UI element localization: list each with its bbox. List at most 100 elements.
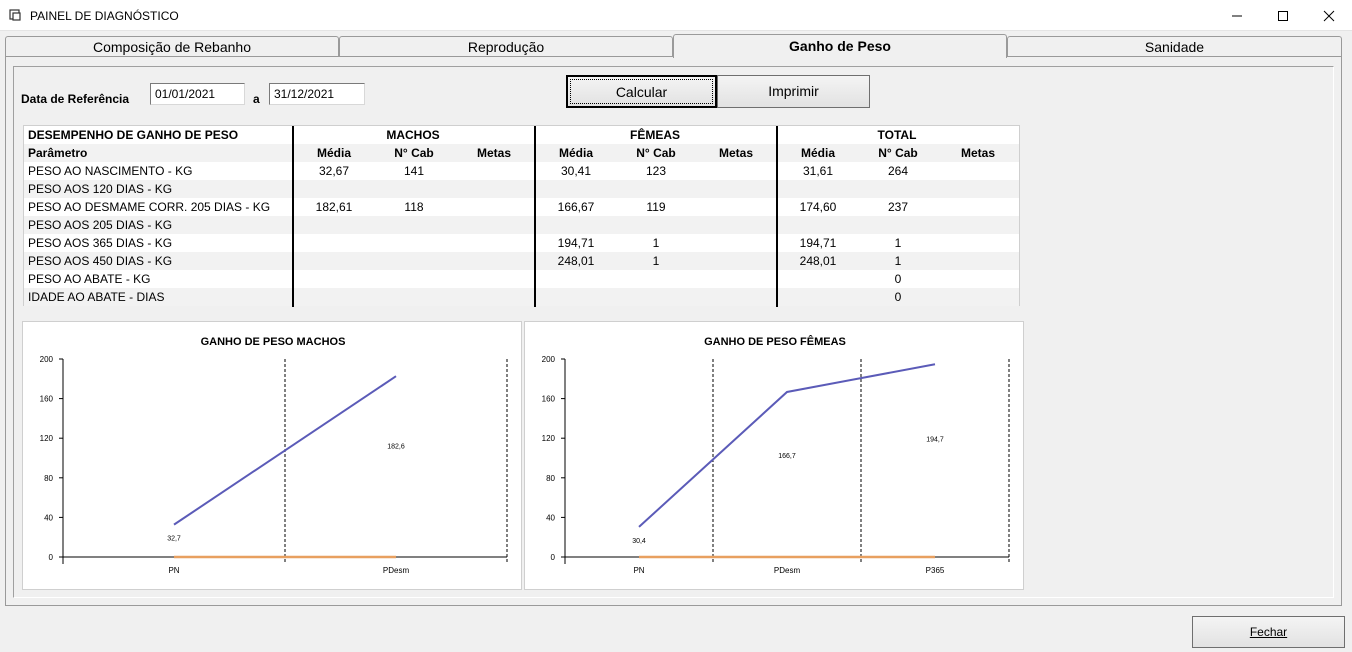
header-row-1: DESEMPENHO DE GANHO DE PESO MACHOS FÊMEA…: [24, 126, 1019, 144]
f-cab-cell: [616, 180, 696, 198]
m-media-cell: [294, 180, 374, 198]
y-tick-label: 120: [542, 434, 556, 443]
f-metas-cell: [696, 198, 776, 216]
x-tick-label: PDesm: [774, 566, 801, 575]
panel-frame: [13, 66, 1334, 598]
date-separator: a: [253, 92, 260, 106]
title-bar: PAINEL DE DIAGNÓSTICO: [0, 0, 1352, 31]
y-tick-label: 40: [546, 513, 555, 522]
y-tick-label: 120: [40, 434, 54, 443]
data-label: 182,6: [387, 444, 405, 451]
group-divider: [534, 126, 536, 307]
m-media-cell: 182,61: [315, 200, 353, 214]
t-cab-header: N° Cab: [878, 146, 918, 160]
table-row[interactable]: PESO AOS 450 DIAS - KG 248,01 1 248,01 1: [24, 252, 1019, 270]
x-tick-label: PN: [168, 566, 179, 575]
fechar-button[interactable]: Fechar: [1192, 616, 1345, 648]
table-row[interactable]: PESO AOS 205 DIAS - KG: [24, 216, 1019, 234]
t-metas-cell: [938, 180, 1018, 198]
y-tick-label: 0: [49, 553, 54, 562]
chart-machos: GANHO DE PESO MACHOS 200 160 120 80 40 0 PN PDes…: [22, 321, 522, 590]
date-from-field[interactable]: 01/01/2021: [150, 83, 245, 105]
chart-femeas-svg: GANHO DE PESO FÊMEAS 200 160 120 80 40 0 PN PDes…: [542, 335, 1010, 575]
t-media-cell: [778, 216, 858, 234]
t-metas-cell: [938, 216, 1018, 234]
f-cab-cell: 1: [652, 254, 660, 268]
f-metas-cell: [696, 162, 776, 180]
t-cab-cell: 1: [894, 236, 902, 250]
t-media-cell: [778, 288, 858, 306]
group-machos: MACHOS: [386, 128, 440, 142]
m-media-header: Média: [316, 146, 351, 160]
m-metas-cell: [454, 252, 534, 270]
data-label: 166,7: [778, 453, 796, 460]
param-cell: IDADE AO ABATE - DIAS: [28, 290, 165, 304]
maximize-button[interactable]: [1260, 0, 1306, 31]
m-metas-cell: [454, 270, 534, 288]
t-cab-cell: [858, 216, 938, 234]
y-tick-label: 80: [546, 474, 555, 483]
m-metas-cell: [454, 162, 534, 180]
group-divider: [776, 126, 778, 307]
m-metas-header: Metas: [476, 146, 511, 160]
f-media-cell: [536, 180, 616, 198]
f-cab-cell: 123: [645, 164, 667, 178]
t-metas-cell: [938, 198, 1018, 216]
maximize-icon: [1278, 10, 1288, 21]
tab-reproducao[interactable]: Reprodução: [339, 36, 673, 57]
group-total: TOTAL: [877, 128, 917, 142]
param-cell: PESO AOS 205 DIAS - KG: [28, 218, 173, 232]
m-cab-cell: [374, 270, 454, 288]
m-cab-cell: [374, 252, 454, 270]
y-tick-label: 40: [44, 513, 53, 522]
m-metas-cell: [454, 216, 534, 234]
tab-sanidade[interactable]: Sanidade: [1007, 36, 1342, 57]
f-cab-cell: [616, 270, 696, 288]
m-media-cell: 32,67: [318, 164, 350, 178]
t-cab-cell: 0: [894, 272, 902, 286]
close-button[interactable]: [1306, 0, 1352, 31]
m-metas-cell: [454, 180, 534, 198]
close-icon: [1323, 10, 1335, 21]
performance-grid[interactable]: DESEMPENHO DE GANHO DE PESO MACHOS FÊMEA…: [23, 125, 1020, 307]
t-metas-cell: [938, 234, 1018, 252]
footer-bar: [0, 607, 1352, 652]
m-media-cell: [294, 216, 374, 234]
f-metas-cell: [696, 270, 776, 288]
calcular-button[interactable]: Calcular: [566, 75, 717, 108]
t-cab-cell: 0: [894, 290, 902, 304]
table-row[interactable]: PESO AOS 120 DIAS - KG: [24, 180, 1019, 198]
date-to-field[interactable]: 31/12/2021: [269, 83, 365, 105]
table-row[interactable]: PESO AO NASCIMENTO - KG 32,67 141 30,41 123 3…: [24, 162, 1019, 180]
table-row[interactable]: PESO AOS 365 DIAS - KG 194,71 1 194,71 1: [24, 234, 1019, 252]
m-cab-cell: 141: [403, 164, 425, 178]
minimize-button[interactable]: [1214, 0, 1260, 31]
t-cab-cell: 237: [887, 200, 909, 214]
t-metas-cell: [938, 288, 1018, 306]
reference-date-label: Data de Referência: [21, 92, 130, 106]
m-media-cell: [294, 252, 374, 270]
m-metas-cell: [454, 198, 534, 216]
f-media-cell: 30,41: [560, 164, 592, 178]
table-row[interactable]: IDADE AO ABATE - DIAS 0: [24, 288, 1019, 306]
f-media-cell: 194,71: [557, 236, 595, 250]
table-row[interactable]: PESO AO ABATE - KG 0: [24, 270, 1019, 288]
m-cab-cell: [374, 180, 454, 198]
param-header: Parâmetro: [28, 146, 88, 160]
table-row[interactable]: PESO AO DESMAME CORR. 205 DIAS - KG 182,6…: [24, 198, 1019, 216]
focus-rect: [570, 79, 713, 104]
tab-composicao[interactable]: Composição de Rebanho: [5, 36, 339, 57]
f-cab-header: N° Cab: [636, 146, 676, 160]
chart-femeas: GANHO DE PESO FÊMEAS 200 160 120 80 40 0 PN PDes…: [524, 321, 1024, 590]
tab-strip: Composição de Rebanho Reprodução Ganho d…: [5, 34, 1342, 58]
f-media-cell: [536, 270, 616, 288]
t-media-cell: 248,01: [799, 254, 837, 268]
tab-ganho-de-peso[interactable]: Ganho de Peso: [673, 34, 1007, 58]
param-cell: PESO AOS 450 DIAS - KG: [28, 254, 173, 268]
f-media-cell: 248,01: [557, 254, 595, 268]
f-media-cell: [536, 288, 616, 306]
t-media-cell: 194,71: [799, 236, 837, 250]
y-tick-label: 160: [40, 395, 54, 404]
imprimir-button[interactable]: Imprimir: [717, 75, 870, 108]
f-cab-cell: 119: [646, 200, 666, 214]
